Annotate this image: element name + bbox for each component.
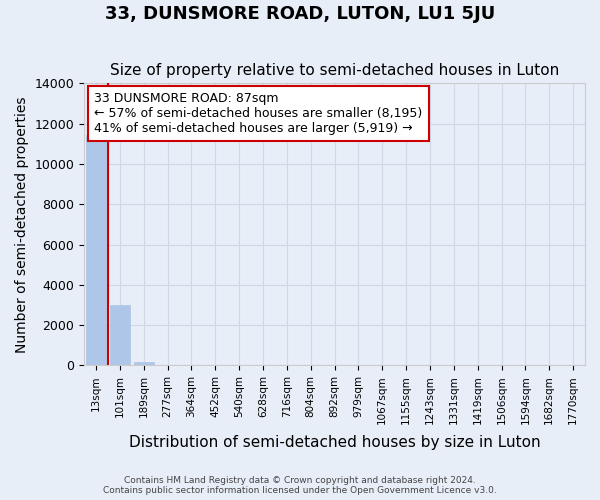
Bar: [110, 305, 130, 366]
Y-axis label: Number of semi-detached properties: Number of semi-detached properties: [15, 96, 29, 352]
Bar: [86, 134, 106, 366]
Bar: [134, 362, 154, 366]
Text: 33, DUNSMORE ROAD, LUTON, LU1 5JU: 33, DUNSMORE ROAD, LUTON, LU1 5JU: [105, 5, 495, 23]
Title: Size of property relative to semi-detached houses in Luton: Size of property relative to semi-detach…: [110, 63, 559, 78]
X-axis label: Distribution of semi-detached houses by size in Luton: Distribution of semi-detached houses by …: [129, 435, 541, 450]
Text: Contains HM Land Registry data © Crown copyright and database right 2024.
Contai: Contains HM Land Registry data © Crown c…: [103, 476, 497, 495]
Text: 33 DUNSMORE ROAD: 87sqm
← 57% of semi-detached houses are smaller (8,195)
41% of: 33 DUNSMORE ROAD: 87sqm ← 57% of semi-de…: [94, 92, 422, 135]
